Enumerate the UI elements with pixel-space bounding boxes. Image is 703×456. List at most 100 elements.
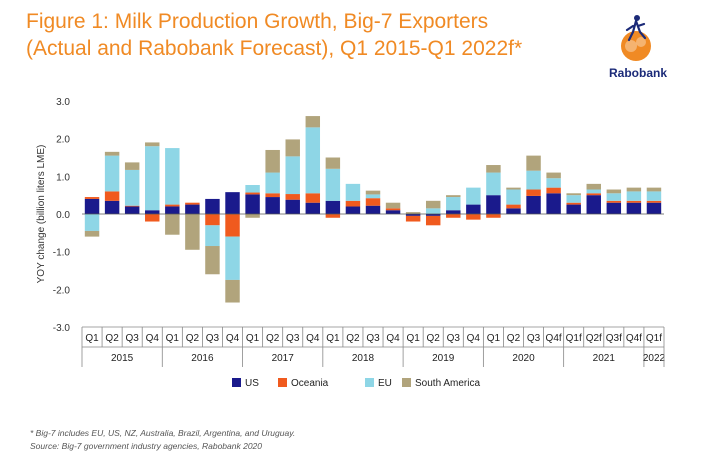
x-tick-label: Q3 [527,333,541,344]
bar-segment [165,148,180,205]
bar-segment [586,189,601,194]
bar-segment [405,215,421,222]
bar-segment [606,193,622,201]
x-tick-label: Q4f [626,333,642,344]
bar-segment [225,192,240,214]
bar-segment [446,195,461,198]
bar-segment [225,214,240,237]
x-tick-label: Q4 [467,333,481,344]
bar-segment [345,206,361,214]
x-tick-label: Q3 [125,333,139,344]
bar-segment [345,200,361,207]
chart-title-line-1: Figure 1: Milk Production Growth, Big-7 … [26,10,489,33]
x-tick-label: Q4 [306,333,320,344]
x-tick-label: Q2 [186,333,200,344]
bar-segment [425,215,441,226]
bar-segment [305,202,321,214]
bar-segment [305,116,321,128]
bar-segment [205,246,220,275]
bar-segment [385,208,401,211]
bar-segment [405,214,421,216]
bar-segment [586,195,601,214]
bar-segment [526,195,541,214]
x-tick-label: Q1 [406,333,420,344]
bar-segment [245,214,260,218]
bar-segment [145,142,160,147]
bar-segment [285,199,300,214]
bar-segment [546,193,561,214]
x-tick-label: Q2 [427,333,441,344]
bar-segment [185,204,200,214]
bar-segment [265,149,280,173]
bar-segment [84,230,100,237]
y-tick-label: 2.0 [56,135,70,146]
legend-label: EU [378,378,392,389]
bar-segment [145,214,160,222]
bar-segment [325,200,341,214]
bar-segment [646,187,662,192]
bar-segment [145,146,160,211]
legend-swatch [232,378,241,387]
legend-label: US [245,378,259,389]
bar-segment [124,206,140,214]
footnote-big7: * Big-7 includes EU, US, NZ, Australia, … [30,428,296,438]
x-tick-label: Q1f [566,333,582,344]
x-tick-label: Q4 [226,333,240,344]
year-label: 2018 [352,353,375,364]
bar-segment [506,187,521,190]
year-label: 2020 [512,353,535,364]
x-tick-label: Q3 [447,333,461,344]
y-tick-label: 0.0 [56,210,70,221]
bar-segment [646,191,662,201]
bar-segment [245,192,260,195]
x-tick-label: Q2 [266,333,280,344]
bar-segment [124,205,140,207]
year-label: 2021 [593,353,616,364]
y-tick-label: 3.0 [56,97,70,108]
bar-segment [486,195,501,214]
bar-segment [165,214,180,235]
bar-segment [425,208,441,214]
bar-segment [165,204,180,207]
bar-segment [626,191,642,201]
legend-label: Oceania [291,378,329,389]
x-tick-label: Q2f [586,333,602,344]
legend-swatch [402,378,411,387]
year-label: 2019 [432,353,455,364]
bar-segment [104,191,120,201]
bar-segment [626,202,642,214]
bar-segment [646,200,662,203]
bar-segment [365,190,381,195]
bar-segment [205,198,220,214]
x-tick-label: Q1 [246,333,260,344]
bar-segment [325,168,341,201]
bar-segment [466,187,481,205]
chart-title: Figure 1: Milk Production Growth, Big-7 … [26,8,586,62]
rabobank-emblem-icon [621,15,651,61]
x-tick-label: Q2 [105,333,119,344]
y-tick-label: 1.0 [56,172,70,183]
bar-segment [566,204,581,214]
bar-segment [425,200,441,209]
bar-segment [385,210,401,214]
bar-segment [506,208,521,214]
bar-segment [205,214,220,226]
legend-swatch [278,378,287,387]
bar-segment [205,225,220,247]
bar-segment [566,193,581,196]
bar-segment [124,169,140,206]
y-tick-label: -3.0 [53,323,71,334]
bar-segment [486,172,501,196]
bar-segment [526,170,541,190]
x-tick-label: Q4 [386,333,400,344]
bar-segment [265,193,280,198]
bar-segment [325,157,341,169]
bar-segment [124,162,140,170]
bar-segment [486,214,501,218]
y-tick-label: -1.0 [53,248,71,259]
bar-segment [104,151,120,156]
chart-title-line-2: (Actual and Rabobank Forecast), Q1 2015-… [26,37,523,60]
bar-segment [566,195,581,203]
bar-segment [646,202,662,214]
bar-segment [145,210,160,214]
